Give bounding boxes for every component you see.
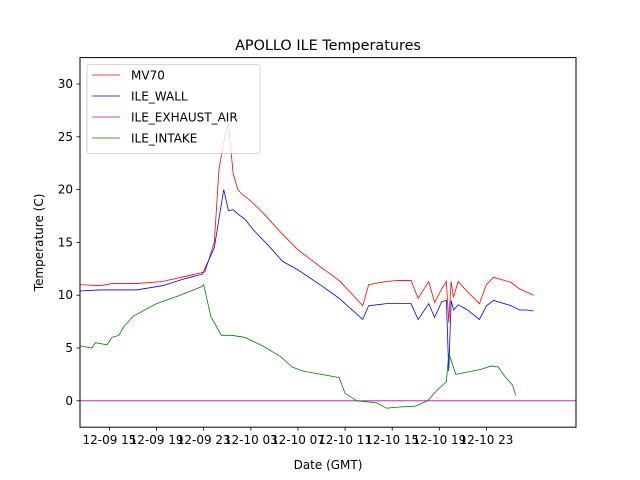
y-axis-label: Temperature (C) (32, 194, 46, 293)
y-tick-label: 5 (65, 341, 73, 355)
plot-area (80, 122, 576, 409)
legend: MV70 ILE_WALL ILE_EXHAUST_AIR ILE_INTAKE (86, 64, 261, 154)
y-tick-label: 10 (58, 288, 73, 302)
legend-label: MV70 (131, 69, 165, 83)
x-tick-label: 12-09 19 (130, 433, 184, 447)
legend-box (86, 64, 261, 154)
series-line-ile-wall (80, 189, 534, 372)
series-line-ile-intake (80, 283, 517, 409)
y-tick-label: 30 (58, 77, 73, 91)
x-axis-label: Date (GMT) (294, 458, 363, 472)
x-tick-label: 12-10 11 (318, 433, 372, 447)
plot-frame (79, 57, 577, 428)
series-line-mv70 (80, 122, 534, 323)
x-tick-label: 12-09 15 (82, 433, 136, 447)
y-tick-label: 15 (58, 235, 73, 249)
x-tick-label: 12-09 23 (177, 433, 231, 447)
legend-label: ILE_WALL (131, 90, 188, 104)
x-tick-label: 12-10 03 (224, 433, 278, 447)
x-tick-label: 12-10 15 (365, 433, 419, 447)
x-tick-label: 12-10 19 (412, 433, 466, 447)
chart-title: APOLLO ILE Temperatures (235, 38, 421, 54)
x-tick-label: 12-10 23 (459, 433, 513, 447)
legend-label: ILE_EXHAUST_AIR (131, 111, 238, 125)
y-tick-label: 25 (58, 130, 73, 144)
y-tick-label: 0 (65, 394, 73, 408)
legend-label: ILE_INTAKE (131, 132, 197, 146)
y-tick-label: 20 (58, 183, 73, 197)
x-tick-label: 12-10 07 (271, 433, 325, 447)
